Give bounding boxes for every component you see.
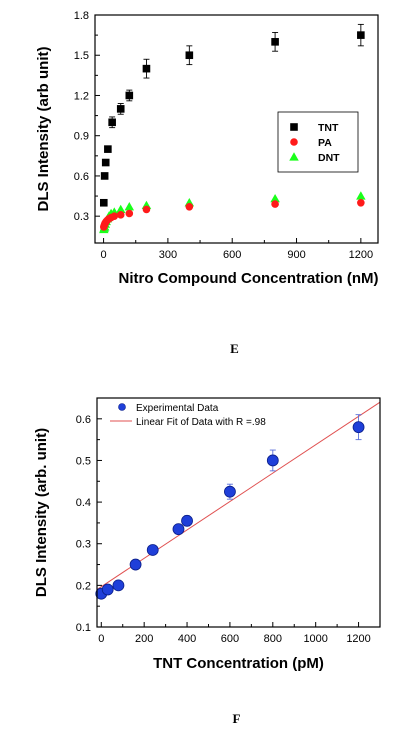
data-point-pa bbox=[125, 209, 134, 218]
legend-label: TNT bbox=[318, 122, 339, 134]
data-point-tnt bbox=[101, 158, 110, 167]
data-point-experimental-data bbox=[266, 454, 279, 467]
data-point-pa bbox=[142, 205, 151, 214]
y-tick-label: 0.5 bbox=[76, 455, 91, 467]
legend-label: Linear Fit of Data with R =.98 bbox=[136, 417, 266, 428]
chart-e-marks bbox=[99, 23, 366, 234]
y-tick-label: 0.6 bbox=[74, 171, 89, 183]
data-point-experimental-data bbox=[352, 421, 365, 434]
data-point-experimental-data bbox=[181, 514, 193, 527]
data-point-experimental-data bbox=[146, 544, 159, 556]
data-point-dnt bbox=[115, 204, 126, 214]
data-point-dnt bbox=[356, 191, 366, 200]
data-point-experimental-data bbox=[101, 583, 114, 596]
y-tick-label: 0.4 bbox=[76, 497, 91, 509]
chart-e-axes: 0 300 600 900 1200 0.3 0.6 0.9 1.2 1.5 1.8 bbox=[74, 10, 373, 261]
chart-f-axes: 0 200 400 600 800 1000 1200 0.1 0.2 0.3 0.4 0.5 0.6 bbox=[76, 414, 371, 645]
data-point-dnt bbox=[270, 193, 280, 203]
data-point-pa bbox=[110, 212, 119, 220]
chart-e: 0 300 600 900 1200 0.3 0.6 0.9 1.2 1.5 1.8 Nitro C… bbox=[35, 10, 379, 356]
y-tick-label: 0.3 bbox=[76, 539, 91, 551]
x-tick-label: 200 bbox=[135, 633, 153, 645]
chart-e-legend: TNT PA DNT bbox=[277, 111, 359, 173]
x-tick-label: 900 bbox=[287, 249, 305, 261]
legend-label: PA bbox=[318, 137, 332, 149]
data-point-dnt bbox=[124, 202, 135, 211]
data-point-experimental-data bbox=[112, 579, 125, 592]
chart-f-legend: Experimental Data Linear Fit of Data with… bbox=[110, 403, 266, 428]
legend-label: DNT bbox=[318, 152, 340, 164]
data-point-experimental-data bbox=[172, 523, 185, 536]
chart-f-y-axis-label: DLS Intensity (arb. unit) bbox=[33, 428, 50, 597]
legend-label: Experimental Data bbox=[136, 403, 219, 414]
x-tick-label: 1200 bbox=[349, 249, 373, 261]
y-tick-label: 1.2 bbox=[74, 90, 89, 102]
data-point-tnt bbox=[271, 38, 279, 46]
panel-label-e: E bbox=[230, 341, 239, 356]
data-point-tnt bbox=[116, 105, 125, 113]
y-tick-label: 1.5 bbox=[74, 50, 89, 62]
x-tick-label: 300 bbox=[159, 249, 177, 261]
chart-f: 0 200 400 600 800 1000 12000.10.20.30.40.50.6 … bbox=[33, 397, 381, 726]
data-point-tnt bbox=[104, 145, 112, 153]
y-tick-label: 0.6 bbox=[76, 414, 91, 426]
x-tick-label: 0 bbox=[98, 633, 104, 645]
y-tick-label: 1.8 bbox=[74, 10, 89, 22]
x-tick-label: 400 bbox=[178, 633, 196, 645]
chart-e-frame bbox=[94, 14, 379, 244]
x-tick-label: 1000 bbox=[303, 633, 327, 645]
chart-e-x-axis-label: Nitro Compound Concentration (nM) bbox=[119, 270, 379, 287]
x-tick-label: 1200 bbox=[346, 633, 370, 645]
data-point-pa bbox=[271, 200, 279, 208]
fit-line bbox=[96, 401, 381, 590]
x-tick-label: 0 bbox=[101, 249, 107, 261]
chart-f-x-axis-label: TNT Concentration (pM) bbox=[153, 655, 324, 672]
x-tick-label: 800 bbox=[264, 633, 282, 645]
chart-e-y-axis-label: DLS Intensity (arb unit) bbox=[35, 46, 52, 211]
y-tick-label: 0.2 bbox=[76, 580, 91, 592]
data-point-tnt bbox=[108, 118, 116, 127]
data-point-tnt bbox=[99, 198, 108, 207]
y-tick-label: 0.1 bbox=[76, 622, 91, 634]
data-point-pa bbox=[185, 202, 194, 211]
panel-label-f: F bbox=[233, 711, 241, 726]
data-point-tnt bbox=[185, 51, 194, 60]
legend-marker bbox=[289, 152, 299, 161]
data-point-pa bbox=[116, 211, 125, 219]
data-point-tnt bbox=[142, 64, 151, 73]
data-point-tnt bbox=[357, 31, 365, 39]
data-point-pa bbox=[357, 198, 365, 207]
data-point-tnt bbox=[125, 91, 134, 100]
data-point-experimental-data bbox=[129, 558, 142, 571]
x-tick-label: 600 bbox=[223, 249, 241, 261]
data-point-experimental-data bbox=[224, 485, 236, 498]
x-tick-label: 600 bbox=[221, 633, 239, 645]
data-point-tnt bbox=[100, 172, 109, 180]
y-tick-label: 0.3 bbox=[74, 211, 89, 223]
legend-marker bbox=[290, 123, 298, 131]
y-tick-label: 0.9 bbox=[74, 131, 89, 143]
legend-marker bbox=[290, 138, 298, 146]
chart-f-frame bbox=[96, 397, 381, 628]
chart-f-marks bbox=[95, 401, 381, 600]
legend-marker bbox=[118, 403, 126, 411]
